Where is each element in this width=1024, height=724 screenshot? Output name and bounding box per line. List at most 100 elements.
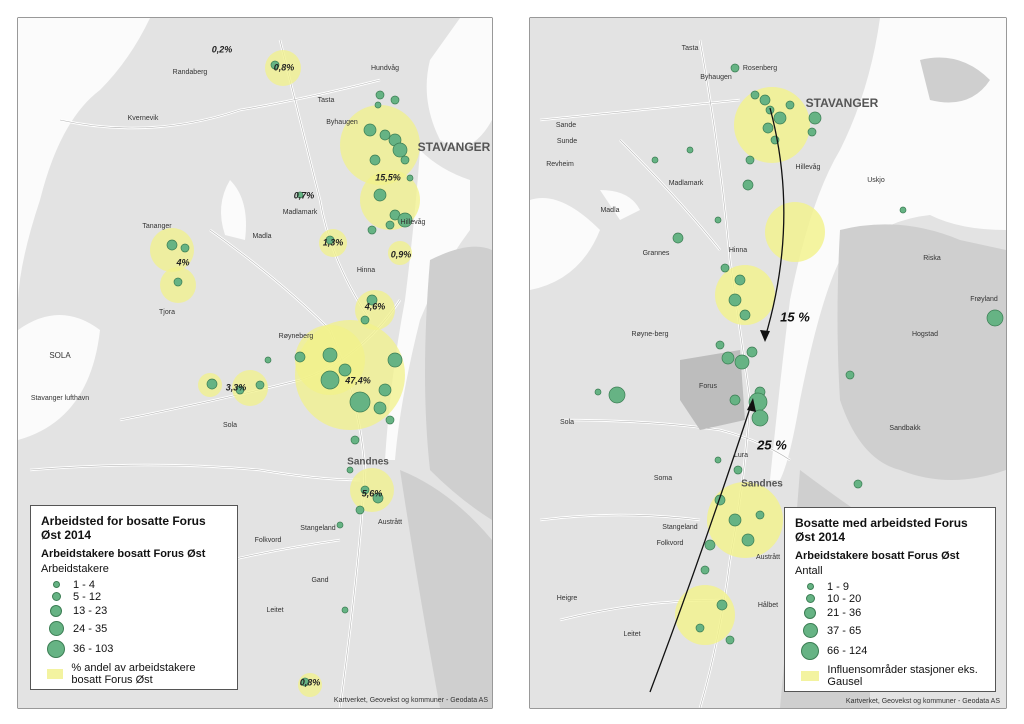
home-dot <box>734 274 746 286</box>
workplace-dot <box>270 60 280 70</box>
workplace-dot <box>235 385 245 395</box>
home-dot <box>721 351 735 365</box>
home-dot <box>728 293 742 307</box>
home-dot <box>746 346 758 358</box>
place-name: Hillevåg <box>796 163 821 171</box>
place-name: Tasta <box>682 45 699 52</box>
share-label: 0,2% <box>212 44 233 54</box>
workplace-dot <box>338 363 352 377</box>
place-name: Folkvord <box>657 540 684 547</box>
place-name: Stavanger lufthavn <box>31 395 89 402</box>
legend-item: 21 - 36 <box>801 605 985 621</box>
legend-symbol <box>47 640 65 658</box>
workplace-dot <box>180 243 190 253</box>
road-edge <box>29 464 361 481</box>
home-dot <box>808 111 822 125</box>
legend-label: 36 - 103 <box>73 643 114 655</box>
legend-subtitle: Arbeidstakere bosatt Forus Øst <box>795 550 960 562</box>
workplace-dot <box>397 212 413 228</box>
legend-item: 13 - 23 <box>47 603 227 619</box>
workplace-dot <box>360 485 370 495</box>
place-name: Sandbakk <box>889 425 921 432</box>
legend-label: 5 - 12 <box>73 590 102 603</box>
home-dot <box>672 232 684 244</box>
legend-item: % andel av arbeidstakere bosatt Forus Øs… <box>47 662 227 686</box>
share-label: 0,8% <box>300 677 321 687</box>
workplace-dot <box>264 356 272 364</box>
legend-item: 37 - 65 <box>801 621 985 640</box>
legend-symbol <box>804 607 816 619</box>
legend-symbol <box>48 621 64 636</box>
legend-swatch <box>801 670 820 681</box>
home-dot <box>785 100 795 110</box>
place-name: Madlamark <box>669 180 704 187</box>
home-dot <box>733 465 743 475</box>
place-name: Byhaugen <box>326 119 358 126</box>
place-name: Hinna <box>357 267 375 274</box>
workplace-dot <box>350 435 360 445</box>
place-name: Sola <box>223 422 237 429</box>
right-map: 15 % 25 % STAVANGER Rosenberg Tasta Byhaugen S… <box>530 18 1006 708</box>
water <box>18 315 100 440</box>
legend-item: 1 - 4 <box>47 579 227 591</box>
place-name: Folkvord <box>255 537 282 544</box>
workplace-dot <box>166 239 178 251</box>
home-dot <box>751 409 769 427</box>
influence-area <box>340 105 420 185</box>
home-dot <box>729 394 741 406</box>
place-name: Austrått <box>756 553 780 561</box>
home-dot <box>608 386 626 404</box>
workplace-dot <box>385 220 395 230</box>
workplace-dot <box>325 235 335 245</box>
workplace-dot <box>336 521 344 529</box>
workplace-dot <box>255 380 265 390</box>
place-name: Frøyland <box>970 296 998 303</box>
water <box>221 180 246 240</box>
legend-item: 10 - 20 <box>801 592 985 605</box>
place-name: Kvernevik <box>128 115 159 122</box>
home-dot <box>773 111 787 125</box>
place-name: Madla <box>252 233 271 240</box>
legend-subtitle: Arbeidstakere bosatt Forus Øst <box>41 548 206 560</box>
home-dot <box>759 94 771 106</box>
legend-symbol <box>52 581 60 588</box>
place-name: Leitet <box>266 607 283 614</box>
place-name: Randaberg <box>173 69 208 76</box>
home-dot <box>714 216 722 224</box>
home-dot <box>986 309 1004 327</box>
home-dot <box>720 263 730 273</box>
workplace-dot <box>294 351 306 363</box>
workplace-dot <box>300 677 310 687</box>
place-name: Tananger <box>142 223 172 230</box>
legend-symbol <box>805 594 815 603</box>
place-name: STAVANGER <box>806 96 879 110</box>
legend-symbol <box>50 605 62 617</box>
legend-heading: Antall <box>795 565 823 577</box>
place-name: Stangeland <box>662 524 698 531</box>
airport <box>680 350 745 430</box>
terrain <box>920 57 990 103</box>
legend-symbol <box>801 642 819 660</box>
legend-symbol <box>51 592 61 601</box>
legend-label: 21 - 36 <box>827 607 862 619</box>
workplace-dot <box>378 383 392 397</box>
legend-label: 66 - 124 <box>827 645 868 657</box>
home-dot <box>715 340 725 350</box>
flow-label: 25 % <box>756 437 787 452</box>
road-edge <box>539 99 741 121</box>
place-name: Heigre <box>557 595 578 602</box>
legend-item: 66 - 124 <box>801 640 985 662</box>
influence-area <box>675 585 735 645</box>
legend-swatch <box>47 668 64 679</box>
legend-symbol <box>802 623 818 638</box>
workplace-dot <box>369 154 381 166</box>
flow-label: 15 % <box>780 309 810 324</box>
water <box>600 190 640 220</box>
workplace-dot <box>322 347 338 363</box>
share-label: 47,4% <box>344 375 371 385</box>
workplace-dot <box>296 191 304 199</box>
workplace-dot <box>379 129 391 141</box>
place-name: Sande <box>556 122 576 129</box>
legend: Bosatte med arbeidsted Forus Øst 2014 Arb… <box>784 507 996 692</box>
